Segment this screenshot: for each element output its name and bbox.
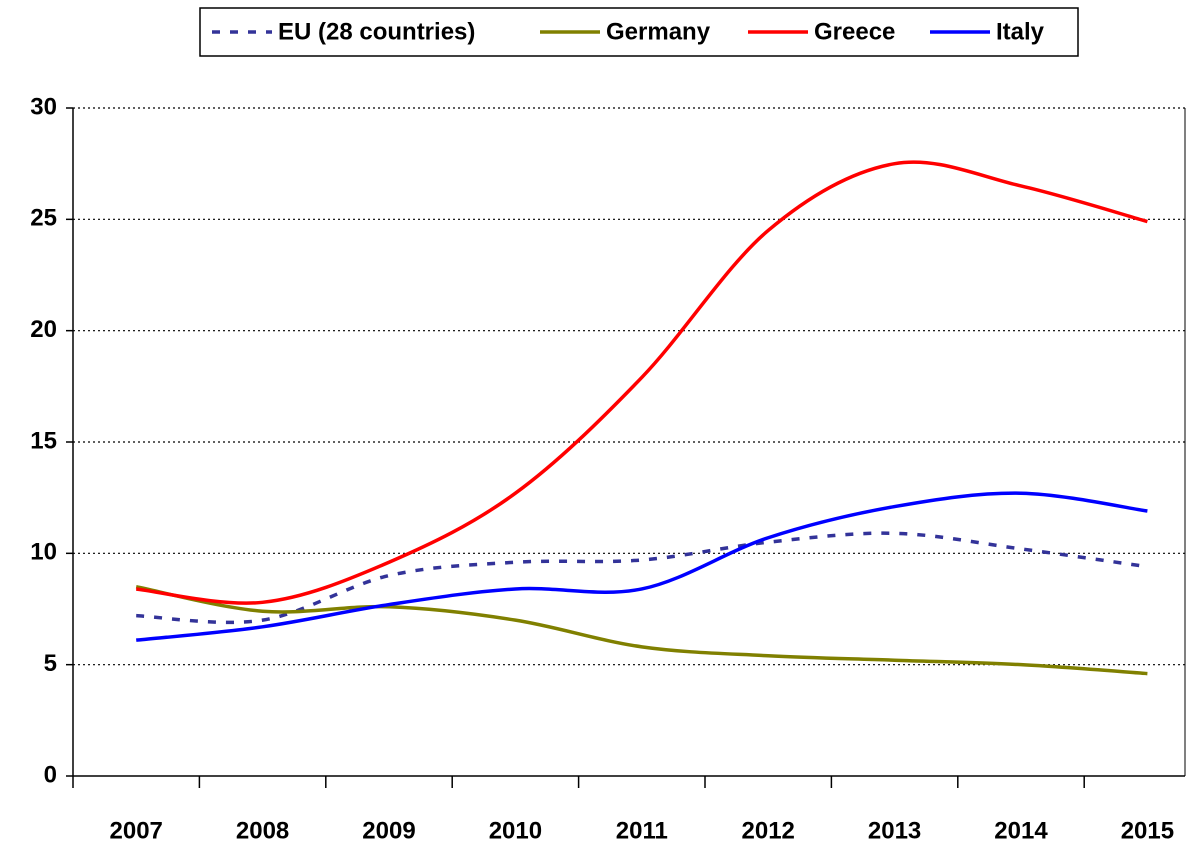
y-tick-label: 20 xyxy=(30,316,57,343)
x-tick-label: 2007 xyxy=(110,817,163,844)
x-tick-label: 2015 xyxy=(1121,817,1174,844)
legend-label: Germany xyxy=(606,18,711,45)
y-tick-label: 0 xyxy=(44,761,57,788)
y-tick-label: 15 xyxy=(30,427,57,454)
legend-label: Greece xyxy=(814,18,895,45)
x-tick-label: 2014 xyxy=(994,817,1048,844)
x-tick-label: 2009 xyxy=(362,817,415,844)
y-tick-label: 10 xyxy=(30,539,57,566)
series-line xyxy=(136,491,1148,642)
series-line xyxy=(136,160,1148,605)
legend-label: EU (28 countries) xyxy=(278,18,475,45)
y-tick-label: 30 xyxy=(30,93,57,120)
x-tick-label: 2012 xyxy=(742,817,795,844)
x-tick-label: 2010 xyxy=(489,817,542,844)
series-line xyxy=(135,585,1148,676)
legend-label: Italy xyxy=(996,18,1045,45)
x-tick-label: 2013 xyxy=(868,817,921,844)
x-tick-label: 2008 xyxy=(236,817,289,844)
y-tick-label: 25 xyxy=(30,205,57,232)
series-line xyxy=(136,531,1148,625)
x-tick-label: 2011 xyxy=(616,817,668,844)
y-tick-label: 5 xyxy=(44,650,57,677)
